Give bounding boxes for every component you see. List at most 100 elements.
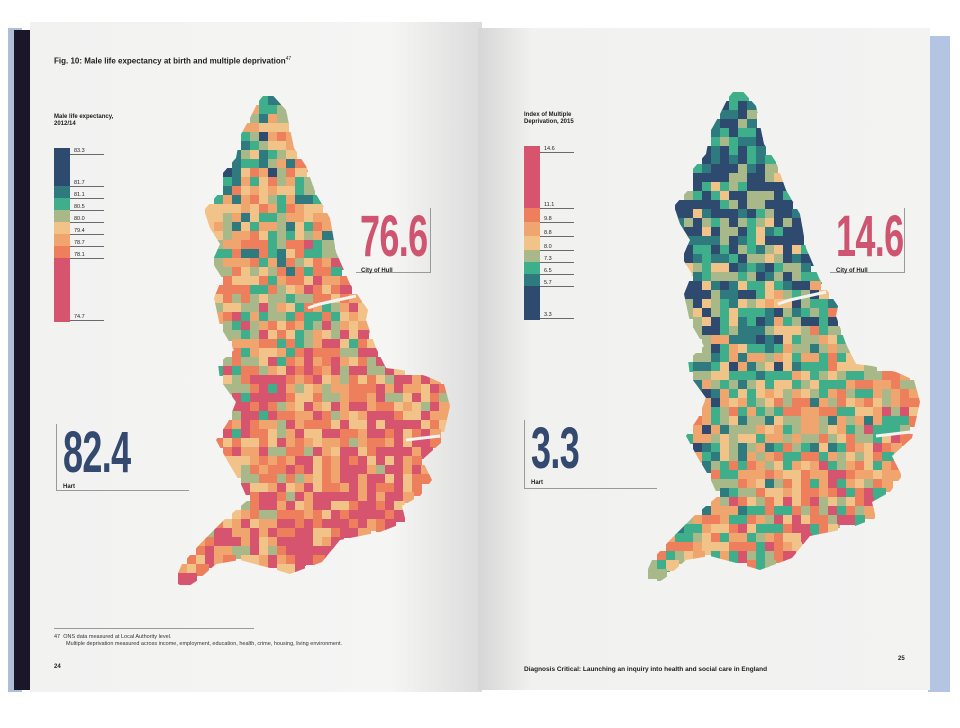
local-authority-area [747,146,760,157]
local-authority-area [738,425,749,437]
local-authority-area [729,110,739,120]
legend-color-band [54,234,70,246]
local-authority-area [720,272,732,282]
local-authority-area [286,258,297,271]
local-authority-area [421,411,431,422]
local-authority-area [864,416,875,429]
legend-tick [540,274,574,275]
local-authority-area [756,416,766,429]
local-authority-area [702,299,714,309]
local-authority-area [783,290,794,303]
local-authority-area [313,402,324,415]
local-authority-area [693,380,704,392]
local-authority-area [331,447,341,459]
local-authority-area [232,159,243,172]
local-authority-area [232,393,242,403]
local-authority-area [286,150,297,160]
local-authority-area [711,155,721,165]
local-authority-area [277,168,287,180]
local-authority-area [855,371,866,382]
local-authority-area [783,443,794,454]
local-authority-area [250,348,261,359]
local-authority-area [349,411,359,422]
local-authority-area [340,528,350,538]
local-authority-area [295,537,308,547]
local-authority-area [394,474,406,484]
local-authority-area [873,488,886,501]
local-authority-area [828,479,840,489]
local-authority-area [756,506,768,517]
local-authority-area [648,569,659,579]
local-authority-area [268,204,279,215]
local-authority-area [421,447,433,459]
local-authority-area [214,438,226,448]
humber-estuary [307,294,357,310]
local-authority-area [729,182,739,192]
local-authority-area [819,398,830,411]
local-authority-area [223,213,235,223]
local-authority-area [250,141,261,152]
local-authority-area [711,524,724,535]
local-authority-area [259,321,269,331]
legend-tick [70,210,104,211]
local-authority-area [286,159,297,172]
legend-color-band [524,274,540,286]
local-authority-area [756,398,766,411]
local-authority-area [711,443,722,454]
local-authority-area [331,366,342,377]
local-authority-area [250,276,261,289]
local-authority-area [295,267,305,279]
local-authority-area [286,438,299,448]
local-authority-area [385,375,395,388]
local-authority-area [738,191,748,201]
local-authority-area [882,371,892,383]
local-authority-area [783,344,793,357]
local-authority-area [729,218,742,229]
local-authority-area [223,330,234,341]
local-authority-area [439,420,449,432]
local-authority-area [322,240,335,251]
local-authority-area [313,357,325,368]
local-authority-area [232,312,243,325]
local-authority-area [738,110,748,122]
local-authority-area [765,182,775,195]
legend-tick-label: 14.6 [544,146,555,152]
local-authority-area [322,366,333,376]
local-authority-area [792,398,803,410]
local-authority-area [322,501,335,511]
local-authority-area [756,560,769,571]
local-authority-area [268,105,279,117]
local-authority-area [331,501,342,513]
legend-tick [70,222,104,223]
local-authority-area [241,249,251,262]
local-authority-area [304,366,314,376]
local-authority-area [774,227,785,237]
local-authority-area [738,281,751,292]
local-authority-area [882,389,892,399]
local-authority-area [277,402,288,414]
local-authority-area [223,456,234,469]
local-authority-area [259,132,269,143]
local-authority-area [232,213,243,225]
local-authority-area [286,537,296,547]
local-authority-area [268,528,278,541]
legend-title-deprivation: Index of Multiple Deprivation, 2015 [524,112,574,125]
local-authority-area [232,321,243,334]
local-authority-area [900,380,910,390]
local-authority-area [331,393,342,404]
local-authority-area [810,344,820,355]
local-authority-area [250,258,261,270]
local-authority-area [891,407,901,419]
local-authority-area [756,317,766,328]
local-authority-area [747,200,758,211]
local-authority-area [250,114,261,127]
local-authority-area [358,420,368,432]
local-authority-area [801,389,812,399]
local-authority-area [394,465,407,475]
local-authority-area [702,191,713,202]
local-authority-area [250,195,262,205]
local-authority-area [268,285,278,298]
local-authority-area [349,519,362,530]
callout-label: Hart [63,484,76,490]
local-authority-area [873,407,884,420]
